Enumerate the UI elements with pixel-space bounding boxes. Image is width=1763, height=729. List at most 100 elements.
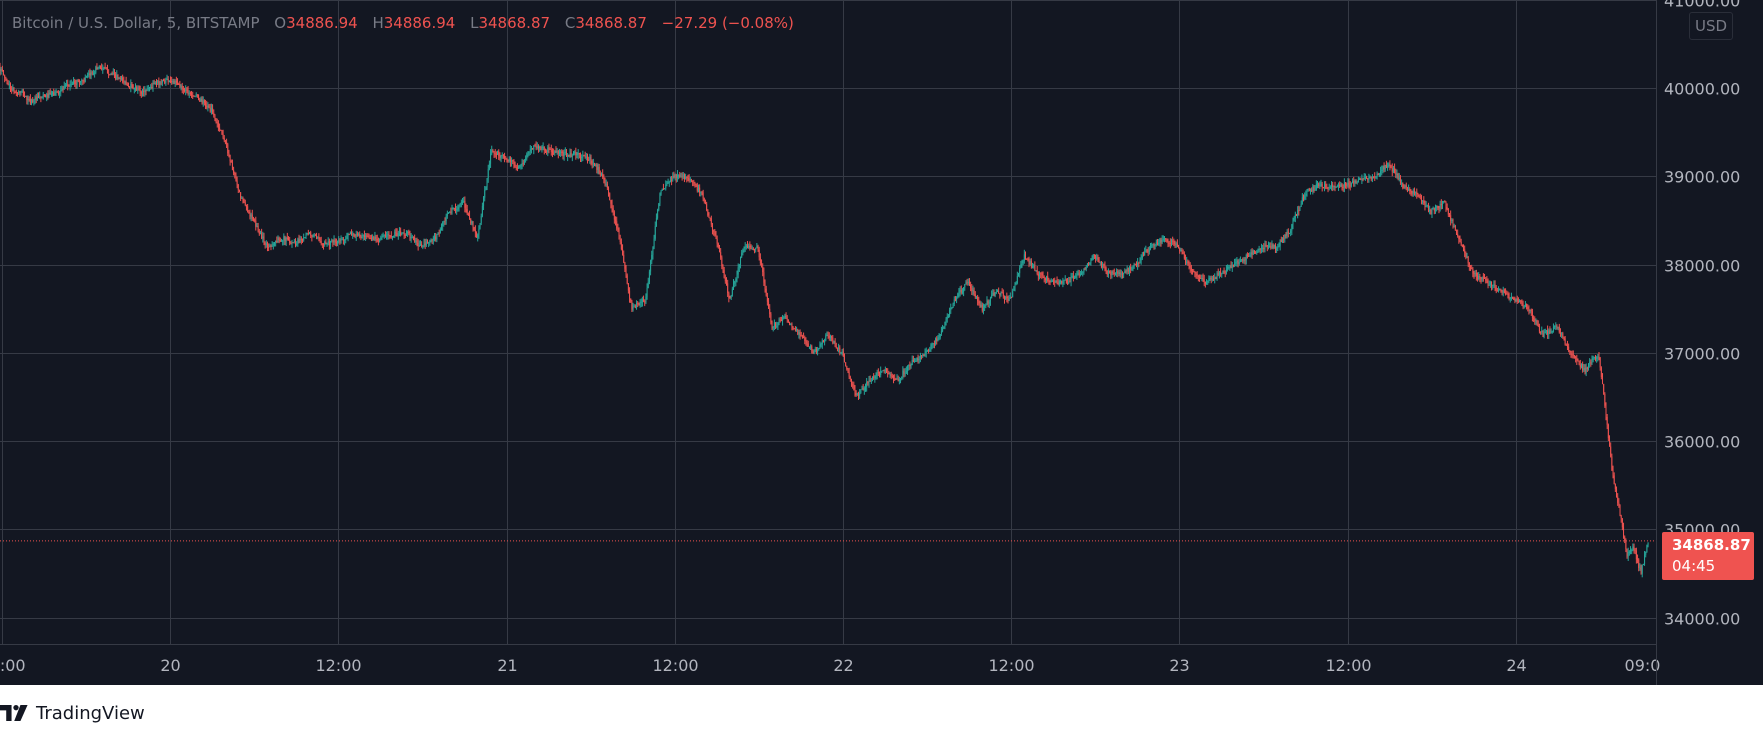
candle-body: [1294, 214, 1296, 218]
candle-body: [1180, 249, 1182, 252]
candle-body: [495, 154, 497, 156]
candle-body: [1085, 266, 1087, 270]
candle-body: [158, 80, 160, 85]
candle-body: [529, 149, 531, 152]
candle-body: [841, 351, 843, 353]
candle-body: [95, 67, 97, 73]
candle-body: [1267, 246, 1269, 248]
candle-body: [953, 299, 955, 304]
footer-branding[interactable]: TradingView: [0, 697, 145, 729]
candle-body: [291, 242, 293, 244]
candle-body: [1199, 276, 1201, 279]
candle-body: [1541, 330, 1543, 333]
candle-body: [473, 227, 475, 231]
x-tick-label: 24: [1506, 656, 1526, 675]
x-tick-label: 22: [833, 656, 853, 675]
candle-body: [1554, 326, 1556, 328]
candle-body: [223, 138, 225, 141]
symbol-title[interactable]: Bitcoin / U.S. Dollar, 5, BITSTAMP: [12, 14, 260, 32]
candle-body: [1472, 268, 1474, 274]
candle-body: [822, 340, 824, 343]
candle-body: [1422, 200, 1424, 202]
candle-body: [957, 293, 959, 298]
candle-body: [210, 108, 212, 112]
candle-body: [520, 165, 522, 167]
candle-body: [119, 77, 121, 79]
candle-body: [493, 151, 495, 154]
candle-body: [989, 298, 991, 302]
candle-body: [449, 211, 451, 213]
candle-body: [1597, 356, 1599, 358]
candle-body: [1479, 275, 1481, 278]
candle-body: [1645, 551, 1647, 555]
candle-body: [365, 235, 367, 238]
candle-body: [548, 147, 550, 150]
candle-body: [1514, 299, 1516, 301]
candle-body: [1331, 184, 1333, 187]
candle-body: [585, 156, 587, 158]
candle-body: [737, 267, 739, 275]
candle-body: [1283, 238, 1285, 240]
candle-body: [901, 376, 903, 378]
candle-body: [200, 98, 202, 102]
candle-body: [897, 378, 899, 381]
candle-body: [379, 239, 381, 241]
candle-body: [1437, 205, 1439, 209]
candle-body: [1498, 289, 1500, 292]
chart-frame[interactable]: 41000.00 40000.00 39000.00 38000.00 37000.00…: [0, 0, 1763, 685]
candle-body: [1529, 309, 1531, 311]
candle-body: [323, 244, 325, 246]
candle-body: [309, 232, 311, 234]
candle-body: [601, 173, 603, 175]
candle-body: [980, 304, 982, 307]
candle-body: [622, 249, 624, 255]
candle-body: [12, 87, 14, 91]
candle-body: [518, 166, 520, 169]
candle-body: [286, 237, 288, 239]
candle-body: [220, 129, 222, 131]
candle-body: [487, 169, 489, 179]
candle-body: [1001, 292, 1003, 294]
candle-body: [288, 238, 289, 241]
currency-button[interactable]: USD: [1689, 12, 1733, 40]
candle-body: [42, 94, 44, 98]
candle-body: [574, 152, 576, 154]
candle-body: [1471, 268, 1473, 270]
candle-body: [676, 174, 678, 179]
candle-body: [1109, 271, 1111, 273]
candle-body: [643, 299, 645, 302]
candle-body: [1093, 254, 1095, 256]
candle-body: [196, 94, 198, 96]
candle-body: [1641, 564, 1643, 574]
candle-body: [1480, 277, 1482, 280]
candle-body: [843, 356, 845, 363]
price-chart[interactable]: 41000.00 40000.00 39000.00 38000.00 37000.00…: [0, 0, 1763, 685]
candle-body: [451, 208, 453, 212]
candle-body: [127, 85, 129, 88]
candle-body: [1329, 186, 1331, 188]
candle-body: [932, 343, 934, 345]
candle-body: [434, 236, 435, 238]
candle-body: [825, 335, 827, 341]
candle-body: [500, 155, 502, 158]
candle-body: [863, 387, 865, 391]
low-label: L: [470, 14, 479, 32]
candle-body: [1336, 186, 1338, 188]
candle-body: [678, 174, 680, 176]
candle-body: [318, 236, 320, 239]
candle-body: [448, 212, 450, 214]
candle-body: [467, 213, 469, 216]
candle-body: [1255, 252, 1257, 254]
candle-body: [723, 270, 725, 278]
candle-body: [1623, 527, 1625, 537]
candle-body: [14, 92, 16, 94]
candle-body: [584, 155, 586, 158]
candle-body: [224, 140, 226, 143]
candle-body: [870, 380, 872, 382]
x-tick-label: 12:00: [315, 656, 361, 675]
candle-body: [483, 197, 485, 207]
candle-body: [409, 233, 411, 239]
candle-body: [734, 281, 736, 284]
candle-body: [653, 238, 655, 248]
candle-body: [1524, 304, 1526, 307]
